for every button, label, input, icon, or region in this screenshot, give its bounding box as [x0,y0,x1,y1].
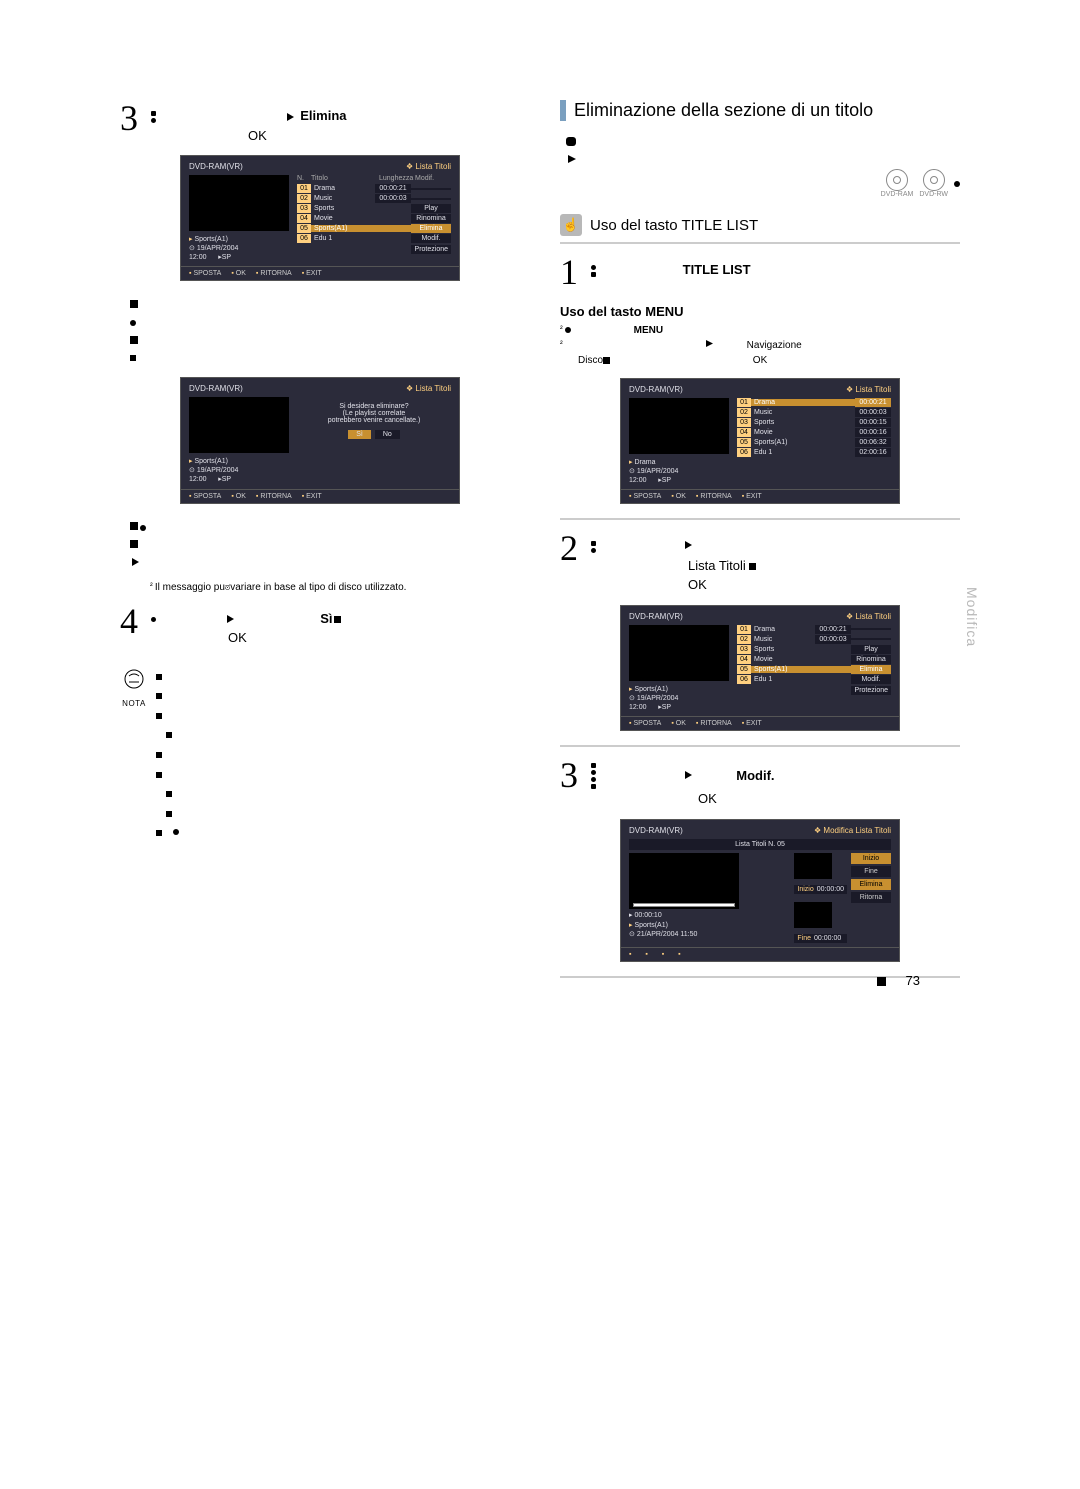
footnote: Il messaggio puಠvariare in base al tipo … [150,580,520,595]
title-row[interactable]: 04MovieRinomina [297,214,451,223]
hand-icon: ☝ [560,214,582,236]
title-row[interactable]: 06Edu 1Modif. [737,675,891,684]
dot-icon [954,181,960,187]
title-row[interactable]: 02Music00:00:03 [737,408,891,417]
step-4: 4 Sì OK [120,603,520,648]
preview-time: 12:00 ▸SP [189,253,289,262]
title-row[interactable]: 01Drama00:00:21 [737,625,891,634]
header-right: ❖ Lista Titoli [406,162,451,171]
title-row[interactable]: 04Movie00:00:16 [737,428,891,437]
note-item [156,746,520,764]
preview-thumb [189,175,289,231]
no-button[interactable]: No [375,430,400,439]
preview-date: ⊙ 19/APR/2004 [189,244,289,253]
title-row[interactable]: 06Edu 1Modif. [297,234,451,243]
screen-confirm-dialog: DVD-RAM(VR) ❖ Lista Titoli Sports(A1) ⊙ … [180,377,460,503]
fine-button[interactable]: Fine [851,866,891,877]
note-item [166,785,520,803]
title-row[interactable]: 01Drama00:00:21 [297,184,451,193]
step-body: Elimina OK [148,100,520,145]
bullet-group-2 [130,518,520,572]
screen-titlelist-delete: DVD-RAM(VR) ❖ Lista Titoli Sports(A1) ⊙ … [180,155,460,281]
note-block: NOTA [120,668,520,844]
screen-modif: DVD-RAM(VR)❖ Modifica Lista Titoli Lista… [620,819,900,962]
note-item [156,668,520,686]
screen-titlelist: DVD-RAM(VR)❖ Lista Titoli Drama ⊙ 19/APR… [620,378,900,504]
sub-subheading: Uso del tasto MENU [560,304,960,319]
title-rows: 01Drama00:00:2102Music00:00:0303SportsPl… [297,184,451,243]
disc-label: DVD-RAM(VR) [189,162,243,171]
page: 3 Elimina OK DVD-RAM(VR) ❖ Lista Titoli … [0,0,1080,1048]
ok-label: OK [248,128,267,143]
action-label: Elimina [300,108,346,123]
right-arrow-icon [225,614,235,624]
note-item [156,707,520,725]
title-row[interactable]: 04MovieRinomina [737,655,891,664]
menu-note: MENU Navigazione Disco OK [560,323,960,368]
right-column: Eliminazione della sezione di un titolo … [560,100,960,988]
title-row[interactable]: 03SportsPlay [297,204,451,213]
divider [560,242,960,244]
title-row[interactable]: 03Sports00:00:15 [737,418,891,427]
left-column: 3 Elimina OK DVD-RAM(VR) ❖ Lista Titoli … [120,100,520,988]
screen-footer: SPOSTAOK RITORNAEXIT [181,266,459,280]
disc-badges: DVD-RAM DVD-RW [560,169,960,198]
step-number: 3 [120,100,138,136]
step-3-right: 3 Modif. OK [560,757,960,809]
page-number: 73 [877,973,920,988]
direction-icon [151,111,156,123]
note-icon [123,668,145,690]
disc-badge-rw: DVD-RW [919,169,948,198]
note-item [166,805,520,823]
preview-title: Sports(A1) [189,235,289,244]
note-list [156,668,520,844]
elimina-button[interactable]: Elimina [851,879,891,890]
title-row[interactable]: 01Drama00:00:21 [737,398,891,407]
ritorna-button[interactable]: Ritorna [851,892,891,903]
step-2-right: 2 Lista Titoli OK [560,530,960,595]
screen-titlelist-menu: DVD-RAM(VR)❖ Lista Titoli Sports(A1) ⊙ 1… [620,605,900,731]
title-row[interactable]: 02Music00:00:03 [297,194,451,203]
note-item [156,824,520,842]
note-item [166,726,520,744]
inizio-button[interactable]: Inizio [851,853,891,864]
title-row[interactable]: 05Sports(A1)Elimina [297,224,451,233]
disc-badge-ram: DVD-RAM [881,169,914,198]
sub-heading: ☝ Uso del tasto TITLE LIST [560,214,960,236]
step-1-right: 1 TITLE LIST [560,254,960,290]
bullet-group [566,133,960,169]
note-item [156,687,520,705]
right-arrow-icon [285,112,295,122]
step-3: 3 Elimina OK [120,100,520,145]
dialog: Si desidera eliminare? (Le playlist corr… [297,397,451,445]
title-row[interactable]: 05Sports(A1)Elimina [737,665,891,674]
right-arrow-icon [130,557,140,567]
title-row[interactable]: 05Sports(A1)00:06:32 [737,438,891,447]
title-row[interactable]: 06Edu 102:00:16 [737,448,891,457]
note-item [156,766,520,784]
bullet-group [130,295,520,367]
yes-button[interactable]: Sì [348,430,371,439]
side-tab: Modifica [964,587,980,647]
title-row[interactable]: 02Music00:00:03 [737,635,891,644]
section-title: Eliminazione della sezione di un titolo [560,100,960,121]
title-row[interactable]: 03SportsPlay [737,645,891,654]
